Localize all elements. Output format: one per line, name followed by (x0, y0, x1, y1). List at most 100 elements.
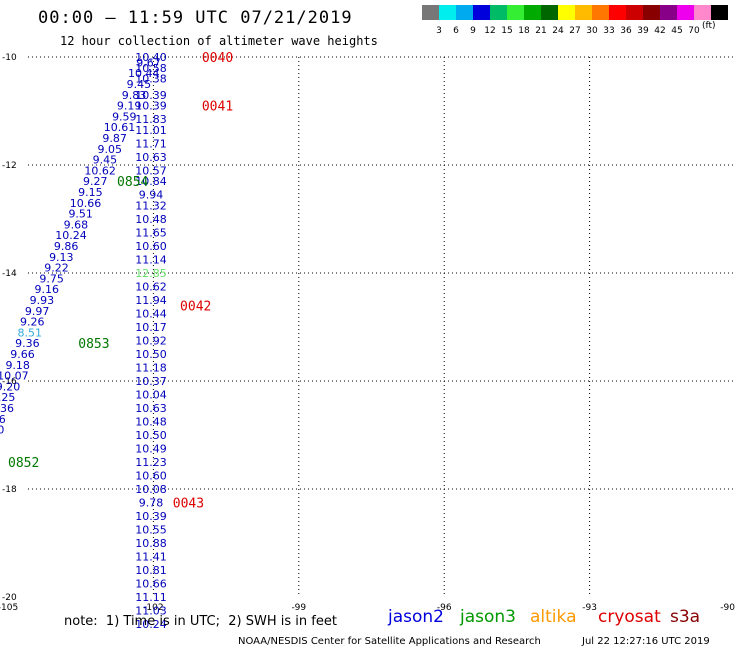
wave-height-value: 10.38 (135, 73, 167, 86)
wave-height-value: 10.17 (135, 321, 167, 334)
wave-height-value: 10.07 (0, 370, 29, 383)
color-scale-label: 21 (535, 26, 547, 36)
color-swatch (473, 5, 490, 20)
legend-item: s3a (670, 607, 701, 627)
legend-item: cryosat (598, 607, 661, 627)
wave-height-value: 9.19 (117, 100, 142, 113)
wave-height-value: 11.71 (135, 137, 167, 150)
x-tick-label: -96 (437, 603, 452, 613)
wave-height-value: 9.83 (122, 89, 147, 102)
wave-height-value: 9.16 (35, 283, 60, 296)
color-swatch (575, 5, 592, 20)
wave-height-value: 10.63 (135, 151, 167, 164)
color-scale-label: 39 (637, 26, 649, 36)
color-swatch (643, 5, 660, 20)
wave-height-value: 10.24 (135, 618, 167, 631)
wave-height-value: 11.94 (135, 294, 167, 307)
wave-height-value: 9.66 (10, 348, 35, 361)
x-tick-label: -93 (582, 603, 597, 613)
legend-item: altika (530, 607, 577, 627)
color-swatch (609, 5, 626, 20)
pass-time-label: 0040 (202, 51, 233, 66)
color-swatch (541, 5, 558, 20)
color-scale-label: 12 (484, 26, 496, 36)
pass-time-label: 0041 (202, 100, 233, 115)
color-scale-label: 42 (654, 26, 666, 36)
color-scale-unit: (ft) (702, 21, 716, 31)
color-scale-label: 9 (470, 26, 476, 36)
chart-title: 00:00 – 11:59 UTC 07/21/2019 (38, 8, 353, 28)
credit-line: NOAA/NESDIS Center for Satellite Applica… (238, 636, 541, 647)
wave-height-value: 9.86 (0, 413, 6, 426)
x-tick-label: -105 (0, 603, 18, 613)
color-swatch (677, 5, 694, 20)
wave-height-value: 9.15 (78, 186, 103, 199)
y-tick-label: -20 (2, 593, 17, 603)
chart-subtitle: 12 hour collection of altimeter wave hei… (60, 34, 378, 48)
wave-height-value: 11.83 (135, 113, 167, 126)
wave-height-value: 10.50 (135, 429, 167, 442)
wave-height-value: 10.62 (135, 281, 167, 294)
footer-note: note: 1) Time is in UTC; 2) SWH is in fe… (64, 614, 337, 629)
wave-height-value: 10.30 (0, 424, 4, 437)
time-labels: 0040 0041 0042 0043 0854 0853 0852 (8, 51, 233, 512)
wave-height-value: 9.93 (30, 294, 55, 307)
wave-height-value: 9.51 (68, 208, 93, 221)
wave-height-value: 9.45 (127, 78, 152, 91)
color-scale-label: 27 (569, 26, 581, 36)
wave-height-value: 10.84 (135, 175, 167, 188)
wave-height-value: 10.24 (55, 229, 87, 242)
wave-height-value: 10.66 (135, 578, 167, 591)
wave-height-value: 10.61 (104, 121, 136, 134)
wave-height-value: 11.03 (135, 605, 167, 618)
wave-height-value: 11.01 (135, 124, 167, 137)
wave-height-value: 10.40 (135, 51, 167, 64)
pass-time-label: 0043 (173, 497, 204, 512)
wave-height-value: 9.67 (136, 56, 161, 69)
color-swatch (694, 5, 711, 20)
wave-height-value: 10.60 (135, 470, 167, 483)
wave-height-value: 9.36 (15, 337, 40, 350)
wave-height-value: 11.14 (135, 254, 167, 267)
wave-height-value: 9.20 (0, 380, 20, 393)
color-swatch (422, 5, 439, 20)
x-tick-label: -99 (291, 603, 306, 613)
wave-height-value: 10.63 (135, 402, 167, 415)
color-swatch (626, 5, 643, 20)
wave-height-value: 9.87 (102, 132, 127, 145)
wave-height-value: 9.18 (5, 359, 30, 372)
wave-height-value: 12.85 (135, 267, 167, 280)
wave-height-value: 10.39 (135, 89, 167, 102)
color-swatch (711, 5, 728, 20)
wave-height-value: 9.68 (64, 218, 89, 231)
pass-time-label: 0854 (117, 175, 148, 190)
color-scale-label: 36 (620, 26, 632, 36)
color-swatch (439, 5, 456, 20)
x-tick-label: -102 (143, 603, 163, 613)
wave-height-value: 10.88 (135, 537, 167, 550)
wave-height-value: 9.45 (93, 154, 118, 167)
pass-time-label: 0853 (78, 337, 109, 352)
color-scale-label: 45 (671, 26, 683, 36)
legend-item: jason2 (388, 607, 444, 627)
pass-time-label: 0852 (8, 456, 39, 471)
color-swatch (490, 5, 507, 20)
wave-height-value: 11.11 (135, 591, 167, 604)
wave-height-value: 10.39 (135, 510, 167, 523)
color-scale-label: 30 (586, 26, 598, 36)
color-swatch (660, 5, 677, 20)
wave-height-value: 10.92 (135, 335, 167, 348)
wave-height-value: 10.50 (135, 348, 167, 361)
wave-height-value: 10.57 (135, 164, 167, 177)
wave-height-value: 10.48 (135, 416, 167, 429)
wave-height-value: 10.62 (84, 164, 116, 177)
data-points: 10.4010.5810.3810.3910.3911.8311.0111.71… (0, 51, 167, 631)
color-swatch (558, 5, 575, 20)
wave-height-value: 9.97 (25, 305, 50, 318)
wave-height-value: 11.41 (135, 551, 167, 564)
color-scale-label: 24 (552, 26, 564, 36)
wave-height-value: 10.39 (135, 100, 167, 113)
y-tick-label: -12 (2, 161, 17, 171)
wave-height-value: 8.51 (18, 326, 43, 339)
color-scale-label: 33 (603, 26, 615, 36)
